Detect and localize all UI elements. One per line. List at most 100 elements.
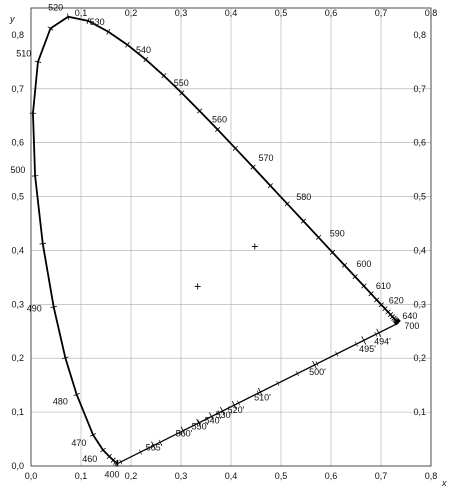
x-tick-label-top: 0,3 [175,8,188,18]
x-tick-label-bottom: 0,5 [275,471,288,481]
locus-tick [73,393,80,396]
locus-tick [361,283,367,289]
locus-tick [197,108,203,114]
x-tick-label-top: 0,5 [275,8,288,18]
purple-line-minor-tick [256,390,260,396]
locus-tick [329,249,336,255]
y-axis-title: y [9,14,15,24]
wavelength-label: 540 [136,45,151,55]
y-tick-label-left: 0,0 [11,461,24,471]
x-tick-label-bottom: 0,0 [25,471,38,481]
purple-line-tick [312,360,317,370]
locus-tick [392,317,398,323]
locus-tick [368,291,374,297]
purple-line-minor-tick [335,351,339,357]
x-tick-label-bottom: 0,4 [225,471,238,481]
wavelength-label: 460 [82,454,97,464]
y-tick-label-right: 0,3 [413,299,426,309]
purple-line-minor-tick [354,341,358,347]
y-tick-label-right: 0,8 [413,30,426,40]
x-tick-label-bottom: 0,7 [375,471,388,481]
y-tick-label-left: 0,4 [11,245,24,255]
wavelength-label: 700 [404,321,419,331]
purple-line-ticks [119,328,382,465]
plot-frame [30,7,432,467]
x-tick-label-bottom: 0,3 [175,471,188,481]
purple-line-tick [361,336,367,345]
y-tick-label-left: 0,2 [11,353,24,363]
y-tick-label-right: 0,5 [413,192,426,202]
locus-tick [113,459,118,465]
purple-line-minor-tick [178,429,182,435]
y-tick-label-left: 0,1 [11,407,24,417]
y-tick-label-left: 0,7 [11,84,24,94]
locus-tick [62,356,69,360]
purple-line-tick [180,426,186,435]
reference-markers [194,243,258,290]
purple-line-minor-tick [197,420,201,426]
wavelength-label: 400 [105,469,120,479]
purple-line-minor-tick [138,449,142,455]
purple-line-tick [376,328,382,338]
wavelength-label: 520 [48,3,63,13]
x-tick-label-bottom: 0,8 [425,471,438,481]
purple-line-minor-tick [276,380,280,386]
wavelength-label: 470 [71,438,86,448]
complementary-wavelength-label: 565' [146,443,163,453]
locus-tick [391,315,397,321]
purple-line-tick [209,412,214,421]
wavelength-label: 620 [389,296,404,306]
y-tick-label-left: 0,3 [11,299,24,309]
wavelength-label: 530 [90,17,105,27]
locus-tick [389,314,396,320]
locus-tick [179,90,185,96]
locus-tick [284,201,290,207]
y-tick-label-right: 0,6 [413,138,426,148]
wavelength-label: 480 [53,396,68,406]
complementary-wavelength-label: 494' [374,336,391,346]
wavelength-label: 590 [330,229,345,239]
wavelength-label: 510 [16,48,31,58]
locus-tick [395,319,401,325]
locus-tick [382,306,388,312]
locus-tick [214,127,221,133]
wavelength-label: 570 [259,153,274,163]
wavelength-label: 560 [212,115,227,125]
wavelength-label: 550 [174,78,189,88]
locus-tick [385,309,391,315]
purple-line-minor-tick [158,439,162,445]
locus-tick [387,312,394,318]
x-tick-label-top: 0,1 [75,8,88,18]
locus-tick [315,234,322,240]
complementary-wavelength-label: 550' [192,422,209,432]
y-tick-label-left: 0,8 [11,30,24,40]
x-tick-label-bottom: 0,2 [125,471,138,481]
reference-marker [251,243,258,250]
locus-tick [232,145,238,151]
purple-line-tick [196,418,202,428]
x-tick-label-top: 0,2 [125,8,138,18]
reference-marker [194,283,201,290]
wavelength-label: 580 [296,192,311,202]
locus-tick [143,56,149,63]
wavelength-label: 500 [10,165,25,175]
purple-line-minor-tick [295,370,299,377]
locus-tick [300,218,307,224]
x-tick-label-top: 0,6 [325,8,338,18]
locus-tick [125,42,130,48]
x-axis-title: x [441,478,447,488]
purple-line-tick [257,387,263,397]
y-tick-label-right: 0,4 [413,245,426,255]
purple-line-tick [220,406,225,416]
wavelength-label: 600 [356,259,371,269]
purple-line-tick [231,400,237,410]
purple-line-minor-tick [237,400,241,406]
tick-labels: 0,0 0,1 0,2 0,3 0,4 0,5 0,6 0,7 0,8 0,1 0,2 0,3 0,4 0… [11,8,437,481]
locus-tick [395,320,401,326]
locus-tick [378,302,384,308]
locus-tick [352,274,358,280]
locus-tick [394,319,400,325]
locus-tick [267,183,274,189]
locus-tick [341,262,348,268]
